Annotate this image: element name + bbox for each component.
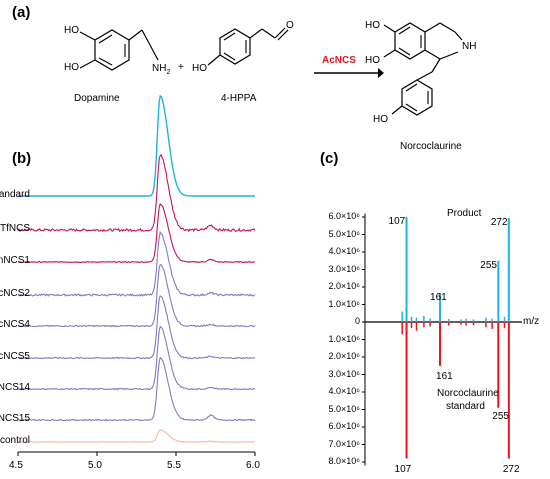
ms-peak-label-bottom-3: 272 [502, 463, 520, 475]
ms-y-tick-top-label-1: 5.0×10⁶ [328, 228, 360, 239]
chromatogram-x-tick-label-3: 6.0 [246, 460, 260, 471]
trace-label-4: AcNCS4 [0, 319, 30, 330]
ms-xlabel: m/z [523, 316, 540, 327]
ms-y-tick-top-label-0: 6.0×10⁶ [328, 211, 360, 221]
chromatogram-labels: Sdandard △ 19TfNCS NnNCS1 AcNCS2 AcNCS4 AcNCS… [0, 189, 260, 471]
chromatogram-trace-5 [17, 295, 256, 360]
ms-peak-label-bottom-0: 161 [436, 370, 453, 382]
chromatogram-trace-8 [17, 429, 256, 443]
ms-peak-label-top-0: 107 [388, 216, 406, 227]
panel-label-b: (b) [12, 150, 32, 167]
dopamine-label: Dopamine [74, 93, 120, 104]
trace-label-2: NnNCS1 [0, 255, 30, 266]
ms-y-tick-bottom-label-1: 2.0×10⁶ [328, 351, 360, 361]
chromatogram-trace-2 [17, 202, 256, 264]
trace-label-5: AcNCS5 [0, 351, 30, 362]
trace-label-3: AcNCS2 [0, 288, 30, 299]
ms-y-tick-bottom-label-5: 6.0×10⁶ [328, 421, 360, 431]
chromatogram-x-tick-label-0: 4.5 [9, 460, 23, 471]
reaction-arrow [314, 68, 384, 78]
hppa-label: 4-HPPA [221, 93, 257, 104]
ms-y-tick-bottom-label-6: 7.0×10⁶ [328, 438, 360, 449]
trace-label-1: △ 19TfNCS [0, 223, 30, 234]
dopamine-ho-2: HO [64, 62, 79, 73]
norco-nh: NH [462, 41, 477, 52]
ms-y-tick-bottom-label-4: 5.0×10⁶ [328, 403, 360, 414]
hppa-structure [207, 27, 289, 66]
ms-y-tick-top-label-2: 4.0×10⁶ [328, 246, 360, 256]
ms-legend-product: Product [447, 208, 482, 219]
dopamine-structure [79, 29, 159, 71]
ms-peak-label-top-2: 255 [480, 259, 497, 271]
panel-label-a: (a) [12, 4, 31, 21]
norco-ho-2: HO [365, 55, 380, 66]
ms-y-tick-top-label-6: 0 [354, 316, 360, 326]
chromatogram-trace-1 [17, 154, 256, 233]
norco-ho-3: HO [373, 114, 388, 125]
ms-y-tick-bottom-label-2: 3.0×10⁶ [328, 368, 360, 379]
chromatogram-trace-7 [17, 356, 256, 422]
chromatogram-trace-4 [17, 263, 256, 328]
ms-y-tick-bottom-label-7: 8.0×10⁶ [328, 456, 360, 466]
chromatogram-x-tick-label-2: 5.5 [167, 460, 181, 471]
chromatogram-trace-0 [18, 94, 255, 197]
ms-peak-label-bottom-1: 255 [492, 410, 509, 422]
ms-y-tick-top-label-4: 2.0×10⁶ [328, 281, 360, 291]
norco-ho: HO [365, 20, 380, 31]
plus-sign: + [178, 62, 184, 73]
trace-label-0: Sdandard [0, 189, 30, 200]
norcoclaurine-label: Norcoclaurine [400, 141, 462, 152]
ms-peak-label-top-3: 272 [490, 216, 508, 228]
ms-y-tick-bottom-label-3: 4.0×10⁶ [328, 386, 360, 396]
trace-label-8: control [0, 435, 30, 446]
ms-legend-standard-2: standard [446, 401, 485, 412]
hppa-o: O [286, 20, 294, 31]
panel-label-c: (c) [320, 150, 339, 167]
enzyme-label: AcNCS [322, 55, 356, 66]
chromatogram-x-tick-label-1: 5.0 [88, 460, 102, 471]
ms-peak-label-bottom-2: 107 [394, 463, 412, 475]
ms-peak-label-top-1: 161 [430, 292, 447, 304]
hppa-ho: HO [192, 63, 207, 74]
chromatogram-trace-3 [17, 230, 256, 297]
trace-label-6: AcNCS14 [0, 382, 30, 393]
ms-y-tick-top-label-3: 3.0×10⁶ [328, 263, 360, 274]
ms-legend-standard-1: Norcoclaurine [437, 388, 499, 399]
chromatogram-trace-6 [17, 325, 256, 391]
dopamine-ho-1: HO [64, 25, 79, 36]
dopamine-nh2: NH2 [152, 63, 171, 76]
ms-y-tick-top-label-5: 1.0×10⁶ [328, 298, 360, 309]
norcoclaurine-structure [383, 22, 463, 116]
trace-label-7: AcNCS15 [0, 413, 30, 424]
ms-y-tick-bottom-label-0: 1.0×10⁶ [328, 333, 360, 344]
